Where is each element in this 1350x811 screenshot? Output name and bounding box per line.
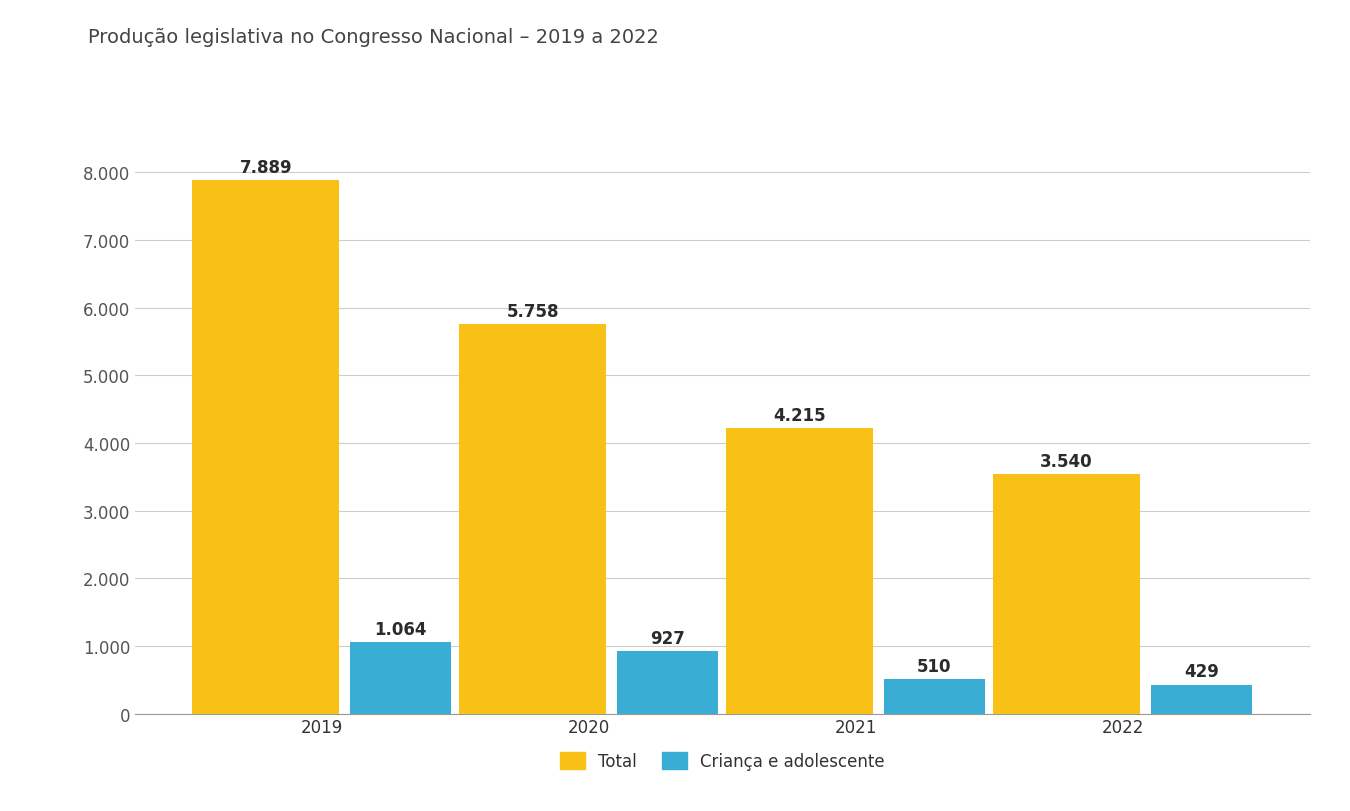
- Text: 7.889: 7.889: [239, 158, 292, 177]
- Bar: [726, 429, 873, 714]
- Text: 429: 429: [1184, 663, 1219, 680]
- Text: 4.215: 4.215: [774, 407, 826, 425]
- Text: 5.758: 5.758: [506, 303, 559, 320]
- Text: 1.064: 1.064: [374, 620, 427, 637]
- Bar: [350, 642, 451, 714]
- Bar: [1150, 684, 1251, 714]
- Bar: [994, 474, 1139, 714]
- Text: 3.540: 3.540: [1041, 453, 1094, 470]
- Bar: [617, 651, 718, 714]
- Bar: [459, 324, 606, 714]
- Bar: [193, 181, 339, 714]
- Bar: [884, 680, 986, 714]
- Text: 927: 927: [651, 629, 684, 647]
- Text: 510: 510: [917, 657, 952, 675]
- Legend: Total, Criança e adolescente: Total, Criança e adolescente: [551, 744, 894, 779]
- Text: Produção legislativa no Congresso Nacional – 2019 a 2022: Produção legislativa no Congresso Nacion…: [88, 28, 659, 47]
